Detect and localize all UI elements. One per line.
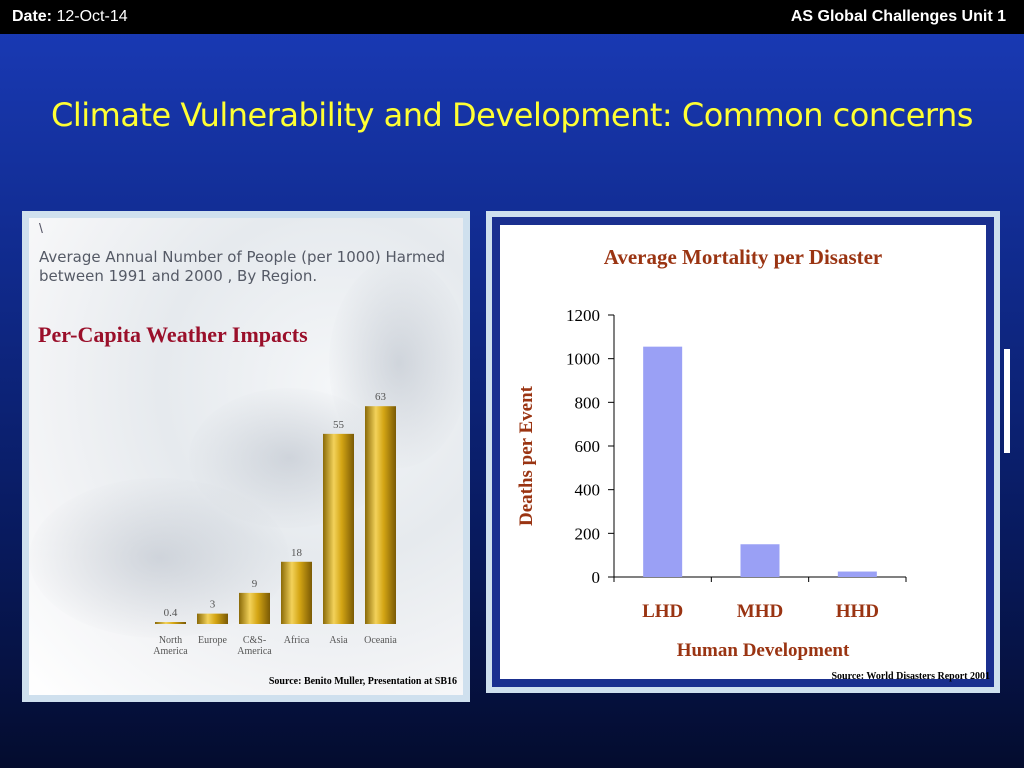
mortality-bar (740, 544, 780, 577)
regional-value-label: 9 (252, 578, 258, 590)
regional-impacts-panel: \ Average Annual Number of People (per 1… (22, 211, 470, 702)
regional-category-label: Europe (198, 635, 227, 646)
y-tick-label: 1000 (566, 350, 600, 369)
date-info: Date: 12-Oct-14 (12, 0, 128, 34)
regional-category-label: C&S- (243, 635, 266, 646)
date-label: Date: (12, 8, 53, 25)
y-tick-label: 1200 (566, 306, 600, 325)
mortality-chart-title: Average Mortality per Disaster (603, 245, 883, 269)
regional-value-label: 3 (210, 599, 216, 611)
slide-title: Climate Vulnerability and Development: C… (51, 96, 973, 134)
mortality-bar (837, 571, 877, 577)
regional-bar (197, 613, 228, 624)
x-category-label: LHD (642, 601, 683, 622)
stray-mark: \ (39, 220, 43, 236)
regional-bar (155, 622, 186, 624)
mortality-chart-area: Average Mortality per Disaster Deaths pe… (500, 225, 990, 682)
mortality-bar-chart: 0 200 400 600 800 1000 1200 LHD MHD HHD (566, 306, 907, 622)
regional-bar (365, 406, 396, 624)
regional-bar (239, 592, 270, 624)
regional-bar (281, 561, 312, 624)
regional-category-label: North (159, 635, 182, 646)
regional-category-label: Asia (329, 635, 348, 646)
left-source-note: Source: Benito Muller, Presentation at S… (268, 676, 457, 687)
y-tick-label: 0 (592, 568, 601, 587)
course-title: AS Global Challenges Unit 1 (790, 8, 1006, 25)
y-tick-label: 600 (575, 437, 601, 456)
panel-edge-strip (1004, 349, 1010, 453)
date-value: 12-Oct-14 (56, 8, 128, 25)
regional-impacts-image: \ Average Annual Number of People (per 1… (29, 218, 463, 695)
mortality-panel: Average Mortality per Disaster Deaths pe… (486, 211, 1010, 693)
regional-chart-heading: Average Annual Number of People (per 100… (39, 248, 446, 285)
background-rock (189, 388, 389, 528)
y-tick-label: 200 (575, 524, 601, 543)
regional-value-label: 55 (333, 419, 345, 431)
per-capita-subtitle: Per-Capita Weather Impacts (38, 322, 308, 347)
regional-bar-chart: 0.4NorthAmerica3Europe9C&S-America18Afri… (153, 391, 397, 657)
regional-bar (323, 433, 354, 624)
mortality-bar (643, 346, 683, 577)
regional-category-label: America (237, 646, 272, 657)
regional-category-label: America (153, 646, 188, 657)
x-category-label: HHD (836, 601, 879, 622)
mortality-x-axis-label: Human Development (676, 640, 850, 661)
regional-value-label: 18 (291, 547, 303, 559)
header-bar: Date: 12-Oct-14 AS Global Challenges Uni… (0, 0, 1024, 34)
right-source-note: Source: World Disasters Report 2001 (831, 671, 990, 682)
regional-category-label: Africa (284, 635, 310, 646)
regional-value-label: 0.4 (164, 607, 178, 619)
y-tick-label: 800 (575, 393, 601, 412)
y-tick-label: 400 (575, 481, 601, 500)
x-category-label: MHD (737, 601, 783, 622)
regional-category-label: Oceania (364, 635, 397, 646)
regional-value-label: 63 (375, 391, 387, 403)
